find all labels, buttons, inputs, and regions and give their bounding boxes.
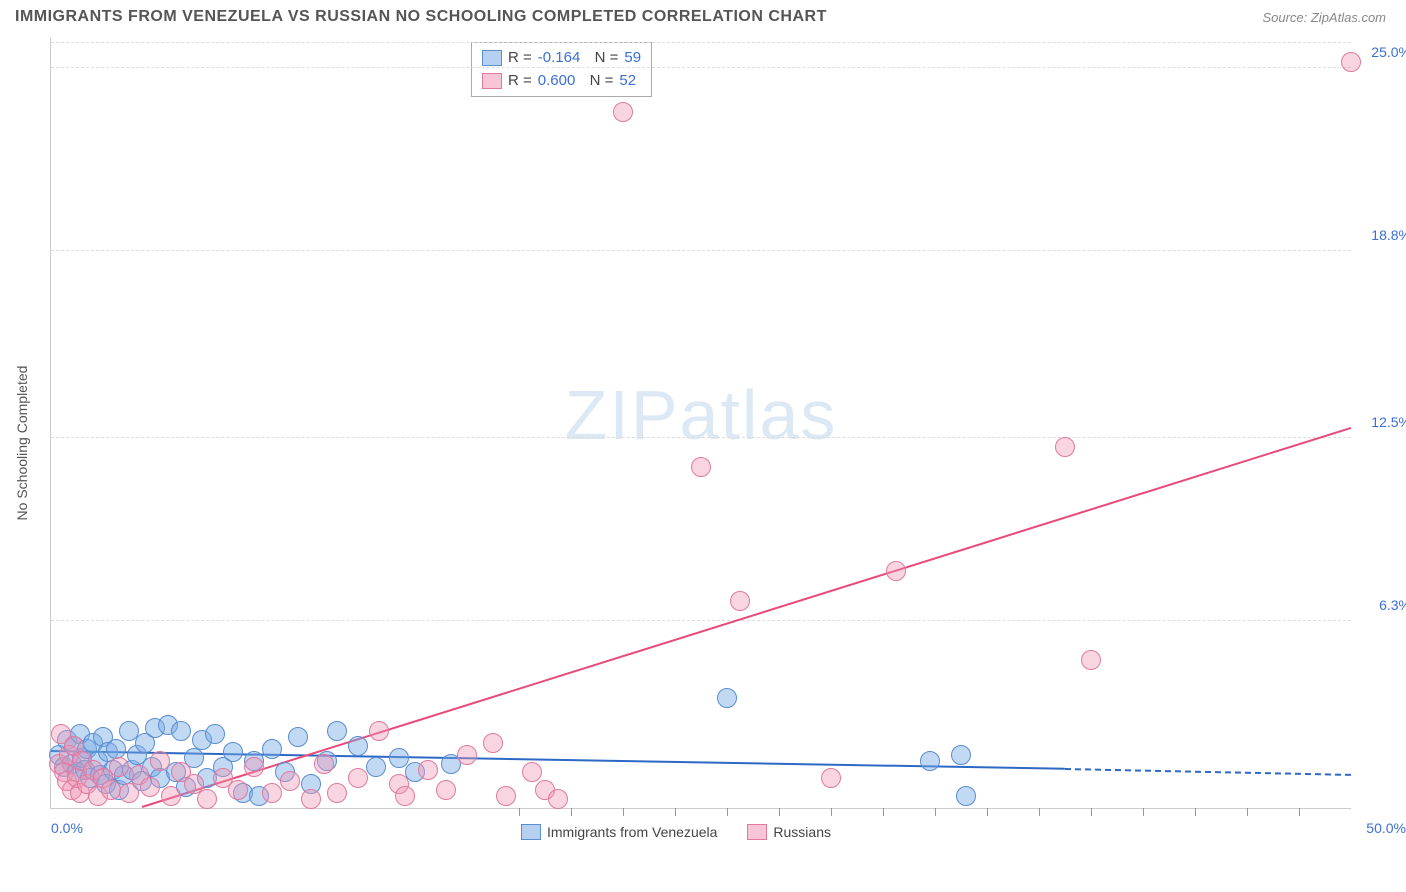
legend-series: Immigrants from Venezuela Russians	[521, 824, 831, 840]
data-point	[228, 780, 248, 800]
x-tick	[1039, 808, 1040, 816]
data-point	[119, 783, 139, 803]
legend-label-venezuela: Immigrants from Venezuela	[547, 824, 717, 840]
swatch-blue-icon	[521, 824, 541, 840]
x-tick-left: 0.0%	[51, 820, 83, 836]
data-point	[171, 721, 191, 741]
gridline	[51, 620, 1351, 621]
x-tick	[1143, 808, 1144, 816]
data-point	[223, 742, 243, 762]
data-point	[389, 748, 409, 768]
gridline	[51, 250, 1351, 251]
data-point	[956, 786, 976, 806]
data-point	[366, 757, 386, 777]
data-point	[418, 760, 438, 780]
data-point	[395, 786, 415, 806]
data-point	[140, 777, 160, 797]
swatch-pink-icon	[482, 73, 502, 89]
data-point	[327, 783, 347, 803]
x-tick	[831, 808, 832, 816]
y-tick-label: 18.8%	[1371, 227, 1406, 243]
watermark-atlas: atlas	[680, 376, 838, 454]
x-tick-right: 50.0%	[1366, 820, 1406, 836]
data-point	[161, 786, 181, 806]
data-point	[244, 757, 264, 777]
data-point	[522, 762, 542, 782]
data-point	[280, 771, 300, 791]
data-point	[101, 780, 121, 800]
data-point	[691, 457, 711, 477]
gridline	[51, 437, 1351, 438]
watermark: ZIPatlas	[565, 375, 838, 455]
y-tick-label: 12.5%	[1371, 414, 1406, 430]
data-point	[613, 102, 633, 122]
data-point	[109, 757, 129, 777]
x-tick	[1299, 808, 1300, 816]
chart-container: No Schooling Completed ZIPatlas R = -0.1…	[50, 38, 1390, 848]
x-tick	[571, 808, 572, 816]
x-tick	[727, 808, 728, 816]
y-tick-label: 6.3%	[1379, 597, 1406, 613]
data-point	[301, 789, 321, 809]
x-tick	[623, 808, 624, 816]
x-tick	[883, 808, 884, 816]
data-point	[1081, 650, 1101, 670]
data-point	[150, 751, 170, 771]
data-point	[1341, 52, 1361, 72]
chart-title: IMMIGRANTS FROM VENEZUELA VS RUSSIAN NO …	[15, 8, 827, 26]
legend-r-label2: R =	[508, 70, 532, 93]
x-tick	[987, 808, 988, 816]
plot-area: ZIPatlas R = -0.164 N = 59 R = 0.600 N =…	[50, 38, 1351, 809]
legend-n-pink: 52	[619, 70, 636, 93]
data-point	[436, 780, 456, 800]
data-point	[717, 688, 737, 708]
y-tick-label: 25.0%	[1371, 44, 1406, 60]
data-point	[348, 736, 368, 756]
legend-item-venezuela: Immigrants from Venezuela	[521, 824, 717, 840]
x-tick	[935, 808, 936, 816]
x-tick	[519, 808, 520, 816]
data-point	[288, 727, 308, 747]
legend-item-russians: Russians	[747, 824, 831, 840]
x-tick	[675, 808, 676, 816]
trendline	[1065, 768, 1351, 776]
legend-label-russians: Russians	[773, 824, 831, 840]
data-point	[821, 768, 841, 788]
x-tick	[1091, 808, 1092, 816]
data-point	[496, 786, 516, 806]
data-point	[314, 754, 334, 774]
legend-n-label2: N =	[581, 70, 613, 93]
data-point	[348, 768, 368, 788]
data-point	[886, 561, 906, 581]
x-tick	[1195, 808, 1196, 816]
data-point	[457, 745, 477, 765]
y-axis-label: No Schooling Completed	[14, 366, 30, 521]
gridline	[51, 67, 1351, 68]
data-point	[262, 783, 282, 803]
data-point	[951, 745, 971, 765]
x-tick	[779, 808, 780, 816]
watermark-zip: ZIP	[565, 376, 680, 454]
legend-r-pink: 0.600	[538, 70, 576, 93]
data-point	[548, 789, 568, 809]
data-point	[483, 733, 503, 753]
chart-source: Source: ZipAtlas.com	[1262, 10, 1386, 25]
swatch-blue-icon	[482, 50, 502, 66]
data-point	[369, 721, 389, 741]
data-point	[205, 724, 225, 744]
data-point	[1055, 437, 1075, 457]
legend-row-pink: R = 0.600 N = 52	[482, 70, 641, 93]
data-point	[197, 789, 217, 809]
data-point	[327, 721, 347, 741]
data-point	[920, 751, 940, 771]
gridline	[51, 42, 1351, 43]
swatch-pink-icon	[747, 824, 767, 840]
chart-header: IMMIGRANTS FROM VENEZUELA VS RUSSIAN NO …	[0, 0, 1406, 30]
legend-correlation: R = -0.164 N = 59 R = 0.600 N = 52	[471, 42, 652, 97]
data-point	[262, 739, 282, 759]
data-point	[730, 591, 750, 611]
x-tick	[1247, 808, 1248, 816]
